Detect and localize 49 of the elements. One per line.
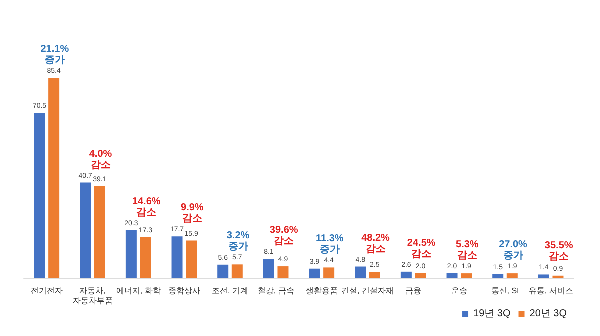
bar (492, 274, 504, 278)
bar (140, 238, 152, 278)
legend-label: 20년 3Q (530, 308, 568, 320)
legend-label: 19년 3Q (474, 308, 511, 320)
bar (94, 186, 106, 278)
x-tick-label: 통신, SI (491, 286, 520, 296)
x-tick-label: 철강, 금속 (258, 286, 294, 296)
x-tick-label: 운송 (451, 286, 468, 296)
bar (400, 272, 412, 278)
annotation: 9.9% 감소 (181, 202, 204, 225)
bar (369, 272, 380, 278)
annotation: 21.1% 증가 (40, 44, 70, 66)
annotation: 27.0% 증가 (499, 240, 528, 262)
bar (538, 274, 550, 278)
x-tick-label: 종합상사 (168, 286, 200, 296)
x-tick-label: 유통, 서비스 (528, 286, 574, 296)
bar (309, 268, 320, 278)
annotation: 14.6% 감소 (132, 196, 161, 218)
annotation: 11.3% 증가 (316, 234, 344, 256)
bar (126, 230, 137, 278)
bar (218, 264, 229, 278)
annotation: 3.2% 증가 (226, 230, 250, 253)
bar (324, 268, 335, 278)
x-tick-label: 조선, 기계 (212, 286, 248, 296)
bar (446, 273, 458, 278)
bar (461, 274, 472, 278)
annotation: 24.5% 감소 (407, 238, 436, 260)
bar (355, 266, 366, 278)
x-tick-label: 전기전자 (30, 286, 63, 296)
bar (232, 264, 243, 278)
annotation: 5.3% 감소 (456, 239, 479, 262)
bar (80, 182, 92, 278)
bar (415, 273, 426, 278)
bar (186, 240, 198, 278)
annotation: 48.2% 감소 (362, 232, 390, 255)
annotation: 35.5% 감소 (544, 240, 574, 263)
x-tick-label: 건설, 건설자재 (342, 286, 394, 296)
x-tick-label: 생활용품 (306, 286, 338, 296)
bar (34, 113, 46, 278)
bar (263, 259, 274, 278)
x-tick-label: 에너지, 화학 (116, 286, 161, 296)
annotation: 4.0% 감소 (89, 148, 112, 171)
bar (48, 78, 60, 278)
bar (506, 274, 518, 278)
bar (278, 266, 289, 278)
bar (172, 236, 183, 278)
x-tick-label: 자동차, 자동차부품 (72, 286, 113, 306)
x-tick-label: 금융 (406, 286, 422, 296)
annotation: 39.6% 감소 (270, 225, 298, 248)
